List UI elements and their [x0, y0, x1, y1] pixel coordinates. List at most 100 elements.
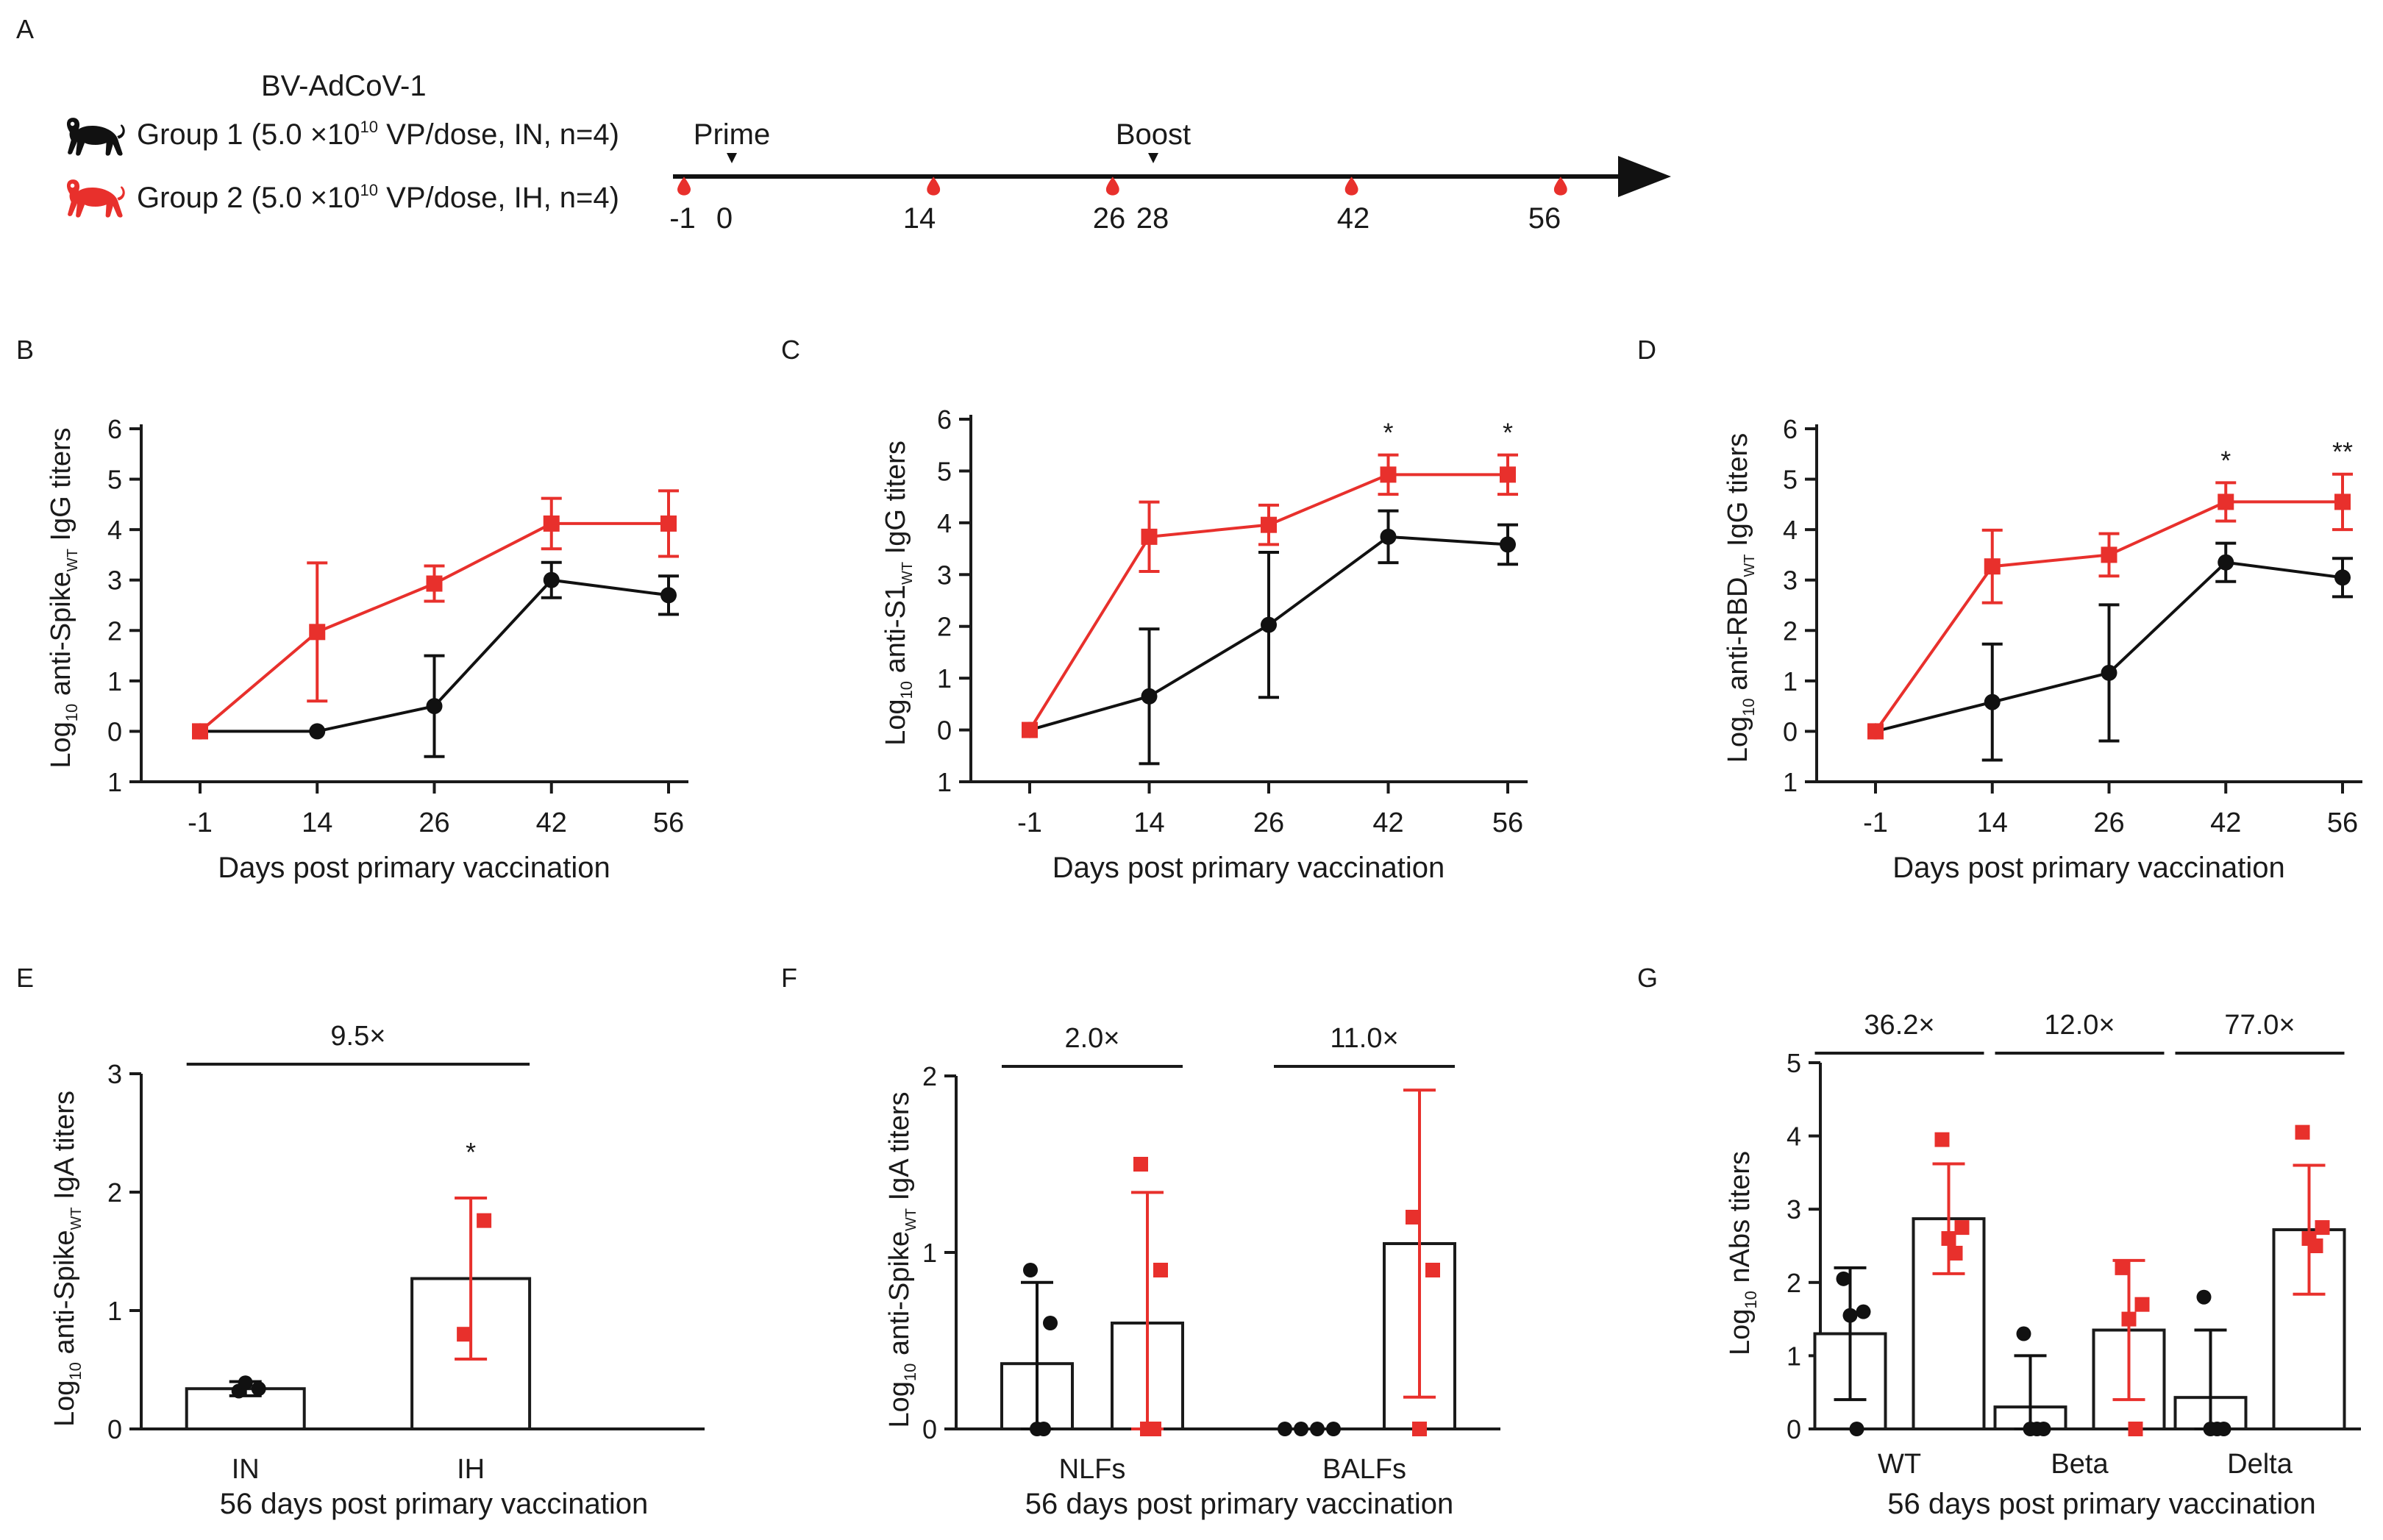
fold-change-label: 11.0× [1330, 1023, 1398, 1054]
series-2 [1022, 453, 1518, 738]
series-1 [1867, 541, 2353, 762]
x-tick-label: -1 [1017, 808, 1042, 838]
timeline-tick-0: 0 [716, 202, 733, 235]
x-category-label: Delta [2227, 1449, 2293, 1480]
y-tick-label: 6 [937, 404, 952, 435]
y-tick-label: 2 [937, 612, 952, 642]
y-tick-label: 1 [107, 666, 122, 696]
blood-drop-icon [1553, 177, 1567, 196]
y-tick-label: 1 [107, 1296, 122, 1326]
data-point [1849, 1422, 1864, 1436]
data-point [2101, 546, 2117, 563]
panel-label-G: G [1637, 963, 1658, 993]
significance-star: * [1383, 418, 1393, 448]
y-tick-label: 3 [107, 566, 122, 596]
y-tick-label: 2 [1783, 616, 1798, 646]
y-tick-label: 3 [107, 1059, 122, 1089]
data-point [1310, 1422, 1325, 1436]
y-tick-label: 0 [937, 716, 952, 746]
group-2-dose-prefix: (5.0 ×10 [252, 182, 360, 214]
y-label-prefix: Log [880, 699, 911, 745]
timeline-tick-42: 42 [1337, 202, 1370, 235]
fold-change-label: 12.0× [2044, 1010, 2115, 1041]
x-tick-label: 42 [536, 808, 567, 838]
series-1 [192, 560, 679, 758]
y-label-suffix: IgG titers [1723, 433, 1753, 555]
data-point [1425, 1263, 1440, 1277]
x-tick-label: 56 [2327, 808, 2358, 838]
panel-label-D: D [1637, 335, 1656, 365]
y-tick-label: 4 [107, 515, 122, 545]
blood-drop-icon [927, 177, 941, 196]
data-point [1984, 694, 2001, 710]
timeline-event-prime: Prime [694, 118, 770, 151]
y-tick-label: 6 [107, 414, 122, 444]
y-axis-label: Log10 anti-SpikeWT IgA titers [884, 1092, 919, 1428]
x-axis-label: Days post primary vaccination [1052, 852, 1445, 884]
x-tick-label: 42 [1372, 808, 1403, 838]
data-point [309, 624, 326, 641]
data-point [2128, 1422, 2143, 1436]
data-point [2308, 1238, 2323, 1253]
series-2 [192, 489, 679, 740]
x-tick-label: 26 [1253, 808, 1284, 838]
panel-label-F: F [781, 963, 797, 993]
timeline-tick--1: -1 [669, 202, 696, 235]
data-point [2295, 1124, 2310, 1140]
bar-group-wt [1813, 1266, 1887, 1436]
y-tick-label: 5 [107, 465, 122, 495]
timeline-tick-26: 26 [1093, 202, 1126, 235]
fold-change-label: 2.0× [1064, 1023, 1119, 1054]
y-label-main: anti-Spike [49, 1230, 80, 1363]
data-point [309, 723, 326, 740]
y-label-subscript: 10 [901, 1363, 919, 1381]
x-tick-label: 56 [653, 808, 684, 838]
data-point [2334, 493, 2351, 510]
y-tick-label: 1 [107, 767, 122, 797]
group-1-legend: Group 1 (5.0 ×1010 VP/dose, IN, n=4) [66, 118, 619, 156]
x-axis-label: 56 days post primary vaccination [1887, 1488, 2316, 1520]
vaccine-name: BV-AdCoV-1 [261, 70, 427, 102]
y-label-prefix: Log [49, 1380, 80, 1427]
bar-group-beta [2092, 1258, 2166, 1436]
y-label-main: anti-Spike [884, 1231, 915, 1363]
data-point [2029, 1422, 2045, 1436]
x-category-label: WT [1878, 1449, 1921, 1480]
data-point [2016, 1326, 2031, 1341]
bar-group-beta [1993, 1326, 2067, 1436]
y-tick-label: 1 [922, 1238, 937, 1268]
y-label-main: anti-Spike [46, 571, 76, 704]
group-1-name: Group 1 [137, 118, 243, 151]
timeline-tick-14: 14 [903, 202, 936, 235]
y-label-main: anti-RBD [1723, 577, 1753, 699]
y-label-antigen-subscript: WT [65, 549, 81, 571]
panel-label-A: A [16, 14, 34, 44]
panel-label-B: B [16, 335, 34, 365]
data-point [1294, 1422, 1308, 1436]
data-point [1934, 1132, 1950, 1147]
data-point [192, 723, 208, 740]
y-label-suffix: IgG titers [880, 441, 911, 562]
bar-group-nlfs [1000, 1263, 1074, 1436]
data-point [2334, 569, 2351, 586]
y-tick-label: 4 [937, 508, 952, 538]
x-tick-label: 14 [1977, 808, 2008, 838]
bar-group-balfs [1383, 1088, 1456, 1436]
y-tick-label: 2 [922, 1061, 937, 1091]
y-axis-label: Log10 anti-SpikeWT IgG titers [46, 427, 81, 768]
x-category-label: Beta [2051, 1449, 2109, 1480]
y-tick-label: 1 [937, 663, 952, 694]
bar-chart-E: 0 1 2 3 Log10 anti-SpikeWT IgA titers IN IH56 … [49, 1021, 705, 1520]
data-point [426, 698, 443, 715]
fold-change-label: 36.2× [1864, 1010, 1934, 1041]
data-point [1412, 1422, 1427, 1436]
y-label-prefix: Log [1725, 1309, 1756, 1355]
y-tick-label: 1 [1787, 1341, 1801, 1371]
data-point [1500, 536, 1516, 553]
y-axis-label: Log10 anti-S1WT IgG titers [880, 441, 916, 746]
bar-chart-G: 0 1 2 3 4 5 Log10 nAbs titers WT Beta Delta 56 day… [1725, 1010, 2361, 1520]
y-tick-label: 2 [1787, 1268, 1801, 1298]
data-point [660, 515, 677, 532]
y-label-main: nAbs titers [1725, 1151, 1756, 1291]
panel-label-C: C [781, 335, 800, 365]
